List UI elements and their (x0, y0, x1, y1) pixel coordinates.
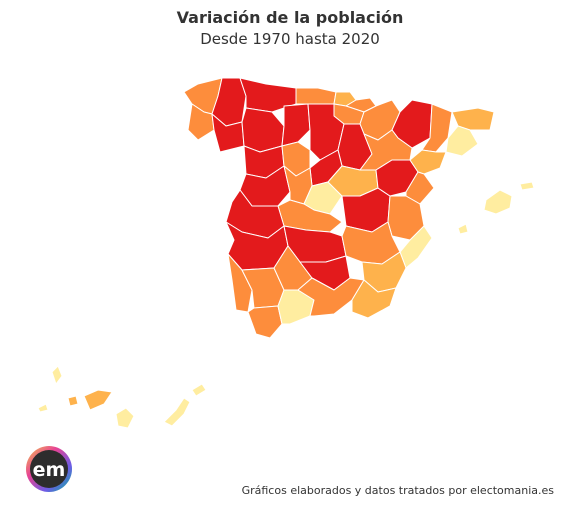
page-subtitle: Desde 1970 hasta 2020 (200, 30, 380, 48)
island-la-gomera (67, 395, 79, 407)
island-la-palma (51, 365, 63, 385)
logo-text: em (33, 459, 66, 481)
province-leon (241, 107, 285, 153)
province-cantabria (295, 87, 337, 105)
page-title: Variación de la población (176, 8, 404, 27)
island-fuerteventura (163, 397, 191, 427)
island-tenerife (83, 389, 113, 411)
province-palencia (281, 103, 311, 147)
province-valencia (387, 195, 425, 241)
island-menorca (519, 181, 535, 191)
province-cadiz (247, 305, 283, 339)
island-gran-canaria (115, 407, 135, 429)
province-tarragona (409, 149, 447, 175)
island-lanzarote (191, 383, 207, 397)
province-almeria (351, 279, 397, 319)
logo-core-icon (30, 450, 68, 488)
island-ibiza (457, 223, 469, 235)
footer-credit: Gráficos elaborados y datos tratados por… (241, 484, 554, 497)
island-el-hierro (37, 403, 49, 413)
electomania-logo: em (26, 446, 72, 492)
island-mallorca (483, 189, 513, 215)
